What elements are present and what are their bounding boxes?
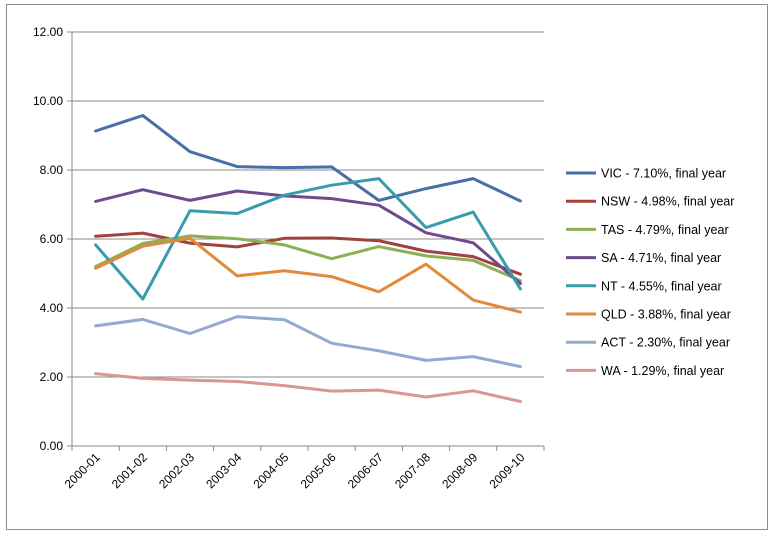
legend: VIC - 7.10%, final year NSW - 4.98%, fina… (566, 167, 734, 378)
legend-label: ACT - 2.30%, final year (601, 336, 730, 350)
series-line-0 (94, 114, 522, 203)
legend-label: TAS - 4.79%, final year (601, 223, 729, 237)
y-tick-label: 8.00 (40, 163, 64, 177)
x-tick-label: 2002-03 (156, 450, 197, 491)
y-tick-label: 10.00 (33, 94, 63, 108)
series-line-6 (94, 315, 522, 369)
x-tick-label: 2008-09 (439, 450, 480, 491)
chart-frame (6, 4, 768, 530)
legend-label: VIC - 7.10%, final year (601, 167, 726, 181)
y-tick-label: 4.00 (40, 301, 64, 315)
legend-label: SA - 4.71%, final year (601, 251, 721, 265)
x-tick-label: 2004-05 (250, 450, 291, 491)
x-axis: 2000-01 2001-02 2002-03 2003-04 2004-05 2005-… (62, 445, 545, 491)
series-line-3 (94, 188, 522, 285)
legend-label: NSW - 4.98%, final year (601, 195, 734, 209)
x-tick-label: 2006-07 (345, 450, 386, 491)
y-tick-label: 2.00 (40, 370, 64, 384)
y-tick-label: 0.00 (40, 439, 64, 453)
x-tick-label: 2003-04 (203, 450, 244, 491)
x-tick-label: 2007-08 (392, 450, 433, 491)
series-line-4 (94, 177, 522, 301)
legend-label: QLD - 3.88%, final year (601, 308, 731, 322)
x-tick-label: 2009-10 (486, 450, 527, 491)
y-tick-label: 12.00 (33, 25, 63, 39)
y-axis: 0.00 2.00 4.00 6.00 8.00 10.00 12.00 (33, 25, 73, 453)
y-tick-label: 6.00 (40, 232, 64, 246)
series-line-5 (94, 236, 522, 314)
series-line-1 (94, 231, 522, 276)
legend-label: NT - 4.55%, final year (601, 279, 722, 293)
series-line-7 (94, 372, 522, 403)
legend-label: WA - 1.29%, final year (601, 364, 724, 378)
x-tick-label: 2001-02 (109, 450, 150, 491)
series-line-2 (94, 234, 522, 283)
x-tick-label: 2005-06 (298, 450, 339, 491)
plot-series (94, 114, 522, 403)
x-tick-label: 2000-01 (62, 450, 103, 491)
